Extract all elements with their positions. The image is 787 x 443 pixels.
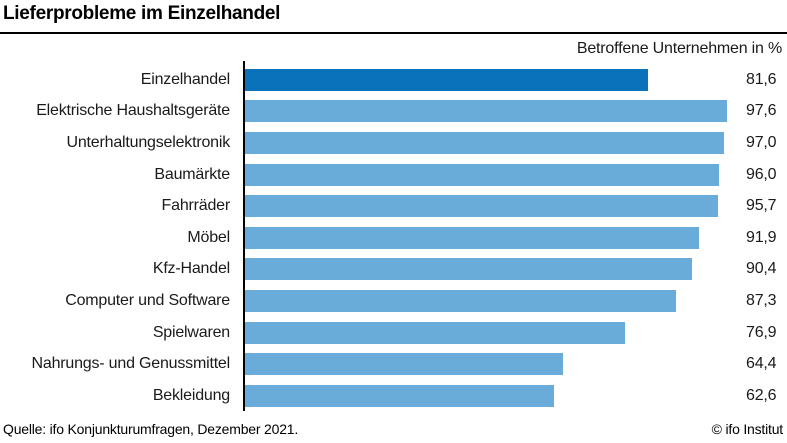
bar-rows: Einzelhandel 81,6 Elektrische Haushaltsger… [0,64,787,412]
chart-row: Möbel 91,9 [0,222,787,254]
chart-row: Fahrräder 95,7 [0,190,787,222]
category-label: Elektrische Haushaltsgeräte [36,102,230,120]
chart-row: Spielwaren 76,9 [0,317,787,349]
source-note: Quelle: ifo Konjunkturumfragen, Dezember… [3,421,299,437]
chart-row: Unterhaltungselektronik 97,0 [0,127,787,159]
category-label: Kfz-Handel [152,260,230,278]
chart-row: Computer und Software 87,3 [0,285,787,317]
page-title: Lieferprobleme im Einzelhandel [3,3,281,24]
bar-track [245,131,739,154]
y-axis-line [243,61,245,411]
value-label: 62,6 [746,386,777,404]
bar-chart: Einzelhandel 81,6 Elektrische Haushaltsger… [0,61,787,412]
chart-row: Baumärkte 96,0 [0,159,787,191]
bar-track [245,100,739,123]
chart-subtitle: Betroffene Unternehmen in % [576,40,782,57]
bar [245,289,677,312]
value-label: 64,4 [746,355,777,373]
category-label: Spielwaren [152,323,230,341]
category-label: Bekleidung [152,386,230,404]
category-label: Nahrungs- und Genussmittel [31,355,231,373]
chart-row: Kfz-Handel 90,4 [0,254,787,286]
category-label: Fahrräder [161,197,231,215]
bar [245,195,718,218]
bar [245,163,720,186]
bar-track [245,321,739,344]
bar-track [245,353,739,376]
bar-track [245,68,739,91]
category-label: Baumärkte [154,165,230,183]
chart-row: Nahrungs- und Genussmittel 64,4 [0,348,787,380]
bar-track [245,384,739,407]
chart-row: Bekleidung 62,6 [0,380,787,412]
value-label: 81,6 [746,70,777,88]
value-label: 76,9 [746,323,777,341]
bar [245,131,725,154]
bar-track [245,258,739,281]
copyright-note: © ifo Institut [711,421,784,437]
bar [245,226,699,249]
bar [245,384,555,407]
chart-footer: Quelle: ifo Konjunkturumfragen, Dezember… [3,421,783,437]
value-label: 97,6 [746,102,777,120]
value-label: 97,0 [746,133,777,151]
bar [245,258,692,281]
bar-track [245,195,739,218]
category-label: Einzelhandel [140,70,230,88]
bar [245,321,625,344]
bar [245,353,564,376]
bar-track [245,226,739,249]
value-label: 90,4 [746,260,777,278]
category-label: Möbel [187,228,230,246]
bar [245,68,649,91]
title-underline [0,32,787,34]
bar-track [245,289,739,312]
value-label: 91,9 [746,228,777,246]
value-label: 95,7 [746,197,777,215]
category-label: Unterhaltungselektronik [66,133,231,151]
value-label: 87,3 [746,291,777,309]
chart-row: Einzelhandel 81,6 [0,64,787,96]
bar [245,100,728,123]
value-label: 96,0 [746,165,777,183]
chart-row: Elektrische Haushaltsgeräte 97,6 [0,96,787,128]
bar-track [245,163,739,186]
category-label: Computer und Software [65,291,230,309]
